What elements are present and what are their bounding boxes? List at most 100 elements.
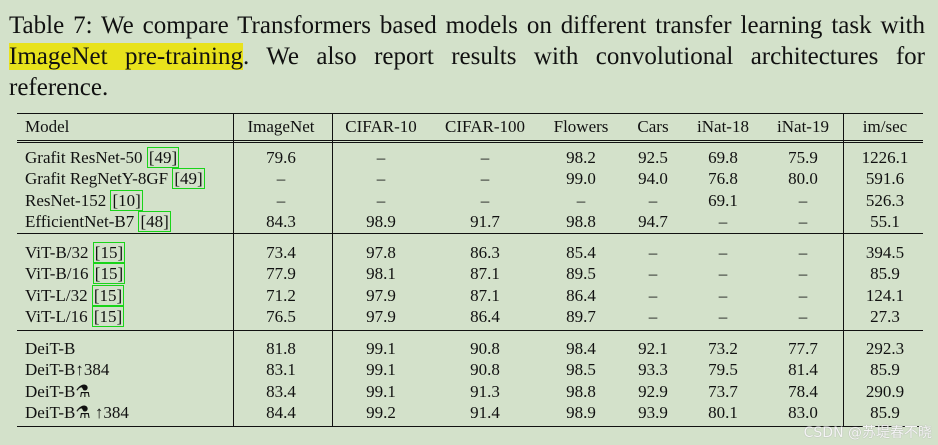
table-cell: 81.8 — [266, 339, 296, 358]
table-cell: 98.1 — [366, 264, 396, 284]
table-cell: 73.2 — [708, 339, 738, 358]
table-cell: 85.9 — [870, 360, 900, 380]
table-cell: 99.1 — [366, 381, 396, 401]
table-cell: 98.5 — [566, 360, 596, 380]
table-cell: – — [718, 211, 728, 231]
table-cell: 98.8 — [566, 381, 596, 401]
model-name: ViT-B/32 — [25, 243, 93, 262]
table-cell: – — [376, 148, 386, 167]
column-header: Flowers — [553, 117, 609, 136]
model-name: EfficientNet-B7 — [25, 211, 139, 231]
citation: [15] — [92, 242, 126, 263]
column-header: iNat-18 — [697, 117, 749, 136]
table-cell: 1226.1 — [861, 148, 909, 167]
table-cell: 89.5 — [566, 264, 596, 284]
table-cell: 79.5 — [708, 360, 738, 380]
citation: [49] — [172, 168, 205, 190]
citation: [10] — [110, 189, 143, 211]
model-cell: DeiT-B⚗ ↑384 — [25, 403, 129, 423]
table-cell: – — [648, 243, 658, 262]
column-header: ImageNet — [247, 117, 315, 136]
model-name: Grafit RegNetY-8GF — [25, 169, 173, 189]
column-header: Cars — [637, 117, 669, 136]
table-cell: 81.4 — [788, 360, 818, 380]
table-cell: 93.3 — [638, 360, 668, 380]
table-cell: 87.1 — [470, 285, 500, 305]
column-rule — [843, 113, 844, 426]
table-cell: – — [648, 264, 658, 284]
table-cell: – — [718, 243, 728, 262]
table-cell: 78.4 — [788, 381, 818, 401]
table-cell: – — [718, 264, 728, 284]
citation: [15] — [92, 263, 126, 285]
table-cell: – — [276, 169, 286, 189]
table-cell: 97.8 — [366, 243, 396, 262]
model-cell: ViT-L/16 [15] — [25, 305, 125, 327]
table-cell: 77.9 — [266, 264, 296, 284]
table-cell: 76.8 — [708, 169, 738, 189]
model-name: ViT-B/16 — [25, 264, 93, 284]
table-cell: 85.9 — [870, 264, 900, 284]
citation: [48] — [138, 210, 171, 232]
model-name: DeiT-B↑384 — [25, 360, 110, 380]
column-header: CIFAR-10 — [345, 117, 417, 136]
table-cell: 87.1 — [470, 264, 500, 284]
table-cell: 99.1 — [366, 360, 396, 380]
rule-line — [17, 426, 923, 427]
rule-line — [17, 330, 923, 331]
table-cell: – — [480, 148, 490, 167]
citation: [49] — [146, 147, 180, 168]
table-cell: 94.7 — [638, 211, 668, 231]
model-name: DeiT-B⚗ — [25, 381, 91, 401]
citation: [15] — [91, 305, 125, 327]
table-cell: – — [798, 243, 808, 262]
model-cell: Grafit ResNet-50 [49] — [25, 147, 180, 168]
column-rule — [233, 113, 234, 426]
table-cell: 94.0 — [638, 169, 668, 189]
table-cell: – — [798, 190, 808, 210]
table-cell: 80.1 — [708, 402, 738, 422]
model-cell: ResNet-152 [10] — [25, 189, 143, 211]
table-cell: 71.2 — [266, 285, 296, 305]
table-cell: – — [718, 306, 728, 326]
table-cell: – — [376, 190, 386, 210]
table-cell: 98.9 — [366, 211, 396, 231]
table-cell: – — [376, 169, 386, 189]
citation: [15] — [91, 284, 125, 306]
model-cell: Grafit RegNetY-8GF [49] — [25, 168, 205, 190]
table-cell: 83.0 — [788, 402, 818, 422]
table-cell: 90.8 — [470, 339, 500, 358]
table-cell: 98.4 — [566, 339, 596, 358]
table-cell: 92.1 — [638, 339, 668, 358]
column-header: CIFAR-100 — [445, 117, 525, 136]
table-cell: 97.9 — [366, 306, 396, 326]
table-cell: – — [480, 169, 490, 189]
table-cell: – — [798, 264, 808, 284]
table-cell: 69.1 — [708, 190, 738, 210]
table-cell: 85.4 — [566, 243, 596, 262]
table-cell: 290.9 — [865, 381, 905, 401]
table-caption: Table 7: We compare Transformers based m… — [9, 10, 925, 103]
table-cell: 591.6 — [865, 169, 905, 189]
table-cell: 84.3 — [266, 211, 296, 231]
column-header: im/sec — [862, 117, 908, 136]
table-cell: 76.5 — [266, 306, 296, 326]
rule-line — [17, 113, 923, 114]
model-name: ViT-L/16 — [25, 306, 92, 326]
model-name: DeiT-B — [25, 339, 76, 358]
caption-highlight: ImageNet pre-training — [9, 43, 244, 70]
table-cell: 99.1 — [366, 339, 396, 358]
table-cell: 91.4 — [470, 402, 500, 422]
model-name: DeiT-B⚗ ↑384 — [25, 402, 129, 422]
table-cell: 99.0 — [566, 169, 596, 189]
model-name: ViT-L/32 — [25, 285, 92, 305]
model-cell: ViT-B/16 [15] — [25, 263, 126, 285]
model-cell: ViT-L/32 [15] — [25, 284, 125, 306]
table-cell: 86.4 — [566, 285, 596, 305]
table-cell: – — [648, 306, 658, 326]
table-cell: – — [798, 285, 808, 305]
table-cell: 526.3 — [865, 190, 905, 210]
table-cell: 98.8 — [566, 211, 596, 231]
